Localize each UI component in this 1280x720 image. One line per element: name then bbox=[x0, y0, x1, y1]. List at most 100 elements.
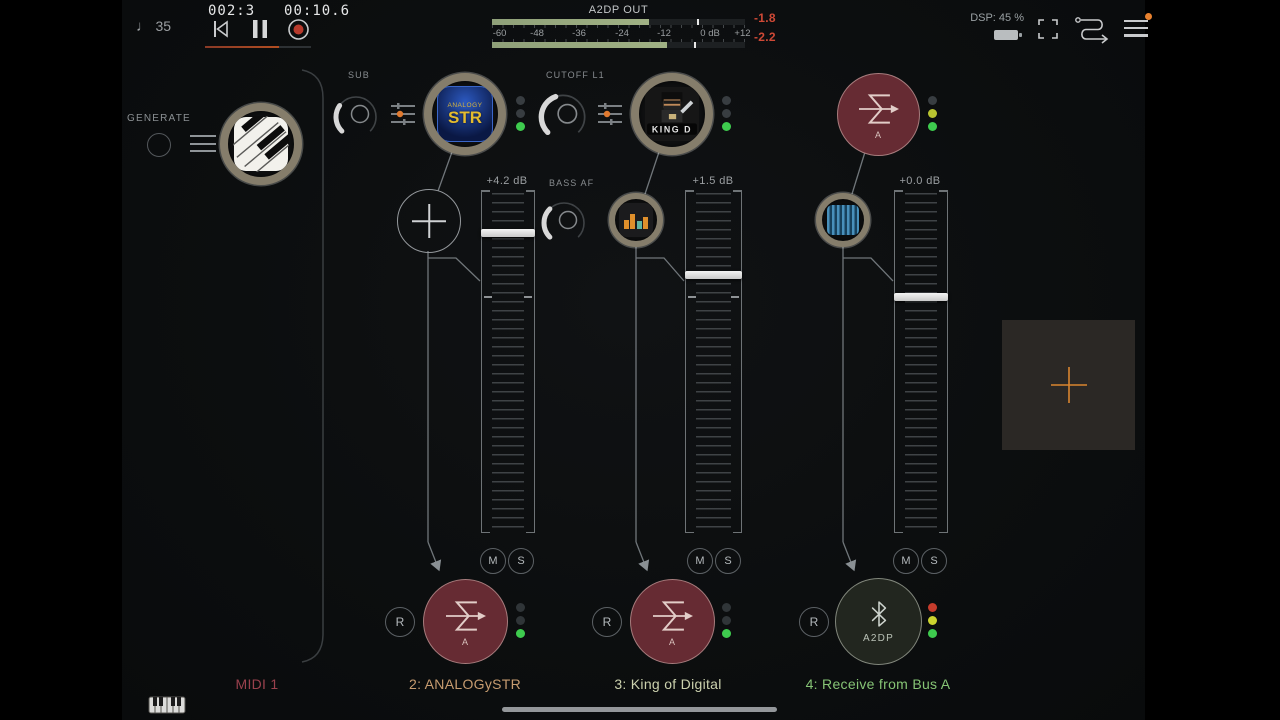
bus-letter: A bbox=[461, 637, 469, 647]
fader-handle[interactable] bbox=[481, 229, 535, 237]
channel3-source-node[interactable]: KING D bbox=[631, 73, 713, 155]
channel2-add-insert-button[interactable] bbox=[397, 189, 461, 253]
meter-label: A2DP OUT bbox=[588, 4, 649, 16]
channel2-output-node[interactable]: A bbox=[423, 579, 508, 664]
tempo-display[interactable]: ♩ 35 bbox=[136, 18, 171, 36]
meter-ticks-bottom bbox=[492, 39, 745, 42]
channel4-source-node[interactable]: A bbox=[837, 73, 920, 156]
icon-text-small: ANALOGY bbox=[447, 102, 483, 109]
channel2-fader[interactable] bbox=[481, 190, 535, 533]
hamburger-icon bbox=[190, 135, 216, 152]
channel3-params-button[interactable] bbox=[596, 102, 624, 131]
knob-label-sub: SUB bbox=[348, 70, 370, 80]
meter-bar-left bbox=[492, 19, 745, 25]
led bbox=[722, 629, 731, 638]
solo-label: S bbox=[724, 555, 732, 567]
midi-source-node[interactable] bbox=[220, 103, 302, 185]
fullscreen-button[interactable] bbox=[1036, 17, 1060, 41]
rec-label: R bbox=[395, 615, 405, 629]
led bbox=[722, 96, 731, 105]
dsp-load: DSP: 45 % bbox=[970, 12, 1024, 24]
channel-name-4[interactable]: 4: Receive from Bus A bbox=[805, 676, 951, 692]
sum-bus-icon bbox=[858, 94, 899, 124]
channel4-status-leds bbox=[928, 96, 937, 131]
midi-channel-menu-button[interactable] bbox=[190, 135, 216, 152]
channel3-rec-arm-button[interactable]: R bbox=[592, 607, 622, 637]
record-button[interactable] bbox=[287, 18, 310, 41]
led bbox=[928, 616, 937, 625]
tick-label: -60 bbox=[492, 28, 507, 39]
led bbox=[928, 96, 937, 105]
channel2-mute-button[interactable]: M bbox=[480, 548, 506, 574]
bus-letter: A bbox=[668, 637, 676, 647]
fader-handle[interactable] bbox=[685, 271, 742, 279]
note-icon: ♩ bbox=[136, 18, 151, 35]
tick-label: 0 dB bbox=[700, 28, 720, 39]
keyboard-button[interactable] bbox=[148, 696, 186, 719]
led bbox=[928, 122, 937, 131]
channel4-fader[interactable] bbox=[894, 190, 948, 533]
led bbox=[722, 122, 731, 131]
aum-mixer-app: ♩ 35 002:3 00:10.6 A2DP OUT bbox=[122, 0, 1152, 720]
led bbox=[928, 109, 937, 118]
channel4-gain-label: +0.0 dB bbox=[899, 175, 941, 187]
channel2-params-button[interactable] bbox=[389, 102, 417, 131]
channel2-source-node[interactable]: ANALOGY STR bbox=[424, 73, 506, 155]
channel4-output-node[interactable]: A2DP bbox=[835, 578, 922, 665]
mini-piano-icon bbox=[148, 696, 186, 714]
led bbox=[722, 109, 731, 118]
peak-value-right: -2.2 bbox=[754, 30, 776, 44]
generate-toggle[interactable] bbox=[147, 133, 171, 157]
channel2-gain-label: +4.2 dB bbox=[486, 175, 528, 187]
generate-label: GENERATE bbox=[127, 113, 191, 124]
tick-label: -12 bbox=[657, 28, 671, 39]
channel3-insert-node[interactable] bbox=[609, 193, 663, 247]
cutoff-l1-knob[interactable] bbox=[537, 91, 589, 143]
bluetooth-icon bbox=[871, 601, 886, 627]
sliders-icon bbox=[391, 103, 415, 125]
sub-knob[interactable] bbox=[332, 93, 380, 141]
menu-button[interactable] bbox=[1124, 13, 1152, 37]
pause-button[interactable] bbox=[249, 18, 271, 40]
output-meter: A2DP OUT -60 -48 -36 -24 -12 0 dB +12 bbox=[492, 4, 751, 48]
routing-button[interactable] bbox=[1074, 14, 1112, 44]
channel3-fader[interactable] bbox=[685, 190, 742, 533]
solo-label: S bbox=[517, 555, 525, 567]
channel3-solo-button[interactable]: S bbox=[715, 548, 741, 574]
meter-ticks-top bbox=[492, 25, 745, 28]
knob-label-cutoff: CUTOFF L1 bbox=[546, 70, 605, 80]
tempo-value: 35 bbox=[155, 18, 172, 34]
channel3-mute-button[interactable]: M bbox=[687, 548, 713, 574]
channel2-rec-arm-button[interactable]: R bbox=[385, 607, 415, 637]
time-display[interactable]: 002:3 00:10.6 bbox=[208, 3, 350, 19]
rec-label: R bbox=[602, 615, 612, 629]
icon-text-big: STR bbox=[448, 108, 482, 127]
channel3-output-node[interactable]: A bbox=[630, 579, 715, 664]
channel4-insert-node[interactable] bbox=[816, 193, 870, 247]
meter-bar-right bbox=[492, 42, 745, 48]
channel4-rec-arm-button[interactable]: R bbox=[799, 607, 829, 637]
progress-fill bbox=[205, 46, 280, 48]
sum-bus-icon bbox=[445, 601, 486, 631]
channel-name-3[interactable]: 3: King of Digital bbox=[614, 676, 722, 692]
led bbox=[516, 109, 525, 118]
channel2-status-leds bbox=[516, 96, 525, 131]
fader-handle[interactable] bbox=[894, 293, 948, 301]
transport-progress-bar[interactable] bbox=[205, 46, 311, 48]
add-channel-tile[interactable] bbox=[1002, 320, 1135, 450]
mute-label: M bbox=[488, 555, 498, 567]
bus-letter: A bbox=[874, 130, 882, 140]
channel4-solo-button[interactable]: S bbox=[921, 548, 947, 574]
rewind-button[interactable] bbox=[208, 17, 232, 41]
channel-name-midi[interactable]: MIDI 1 bbox=[235, 676, 279, 692]
bass-af-knob[interactable] bbox=[540, 199, 588, 247]
channel2-solo-button[interactable]: S bbox=[508, 548, 534, 574]
peak-value-left: -1.8 bbox=[754, 11, 776, 25]
tick-label: -24 bbox=[615, 28, 629, 39]
sliders-icon bbox=[598, 103, 622, 125]
sum-bus-icon bbox=[652, 601, 693, 631]
channel4-mute-button[interactable]: M bbox=[893, 548, 919, 574]
home-indicator bbox=[502, 707, 777, 712]
channel-name-2[interactable]: 2: ANALOGySTR bbox=[408, 676, 522, 692]
